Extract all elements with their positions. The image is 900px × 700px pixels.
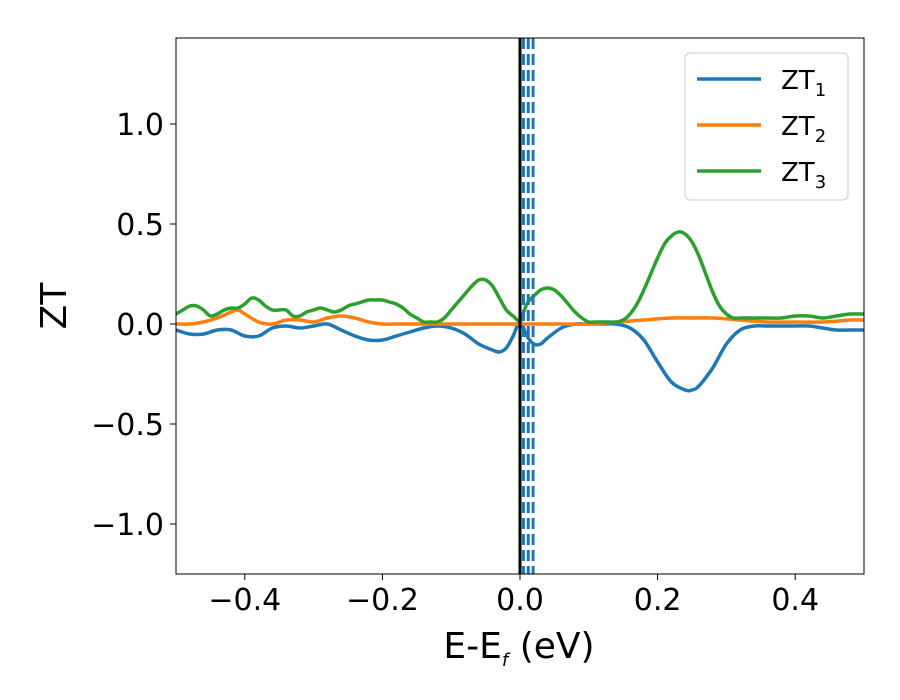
x-axis-title: E-Ef (eV) xyxy=(443,626,594,671)
y-tick-label: 0.5 xyxy=(116,208,164,243)
x-axis-title-unit: (eV) xyxy=(508,626,594,667)
series-line-zt2 xyxy=(176,308,864,326)
x-axis-title-subscript: f xyxy=(502,650,511,671)
legend-label-zt1: ZT1 xyxy=(781,66,826,101)
reference-lines xyxy=(518,38,535,574)
legend-label-zt3: ZT3 xyxy=(781,158,826,193)
x-tick-label: 0.2 xyxy=(634,583,682,618)
x-tick-label: −0.4 xyxy=(208,583,281,618)
x-tick-label: −0.2 xyxy=(346,583,419,618)
x-tick-label: 0.0 xyxy=(496,583,544,618)
legend: ZT1 ZT2 ZT3 xyxy=(684,52,849,201)
y-tick-label: 1.0 xyxy=(116,108,164,143)
y-tick-label: −1.0 xyxy=(91,508,164,543)
axis-ticks: −0.4 −0.2 0.0 0.2 0.4 −1.0 −0.5 0.0 0.5 1.0 xyxy=(91,108,819,618)
y-tick-label: 0.0 xyxy=(116,308,164,343)
y-axis-title: ZT xyxy=(34,282,75,330)
legend-box xyxy=(684,52,849,201)
y-tick-label: −0.5 xyxy=(91,408,164,443)
legend-label-zt2: ZT2 xyxy=(781,112,826,147)
x-axis-title-main: E-E xyxy=(443,626,501,667)
x-tick-label: 0.4 xyxy=(771,583,819,618)
series-line-zt3 xyxy=(176,230,864,325)
